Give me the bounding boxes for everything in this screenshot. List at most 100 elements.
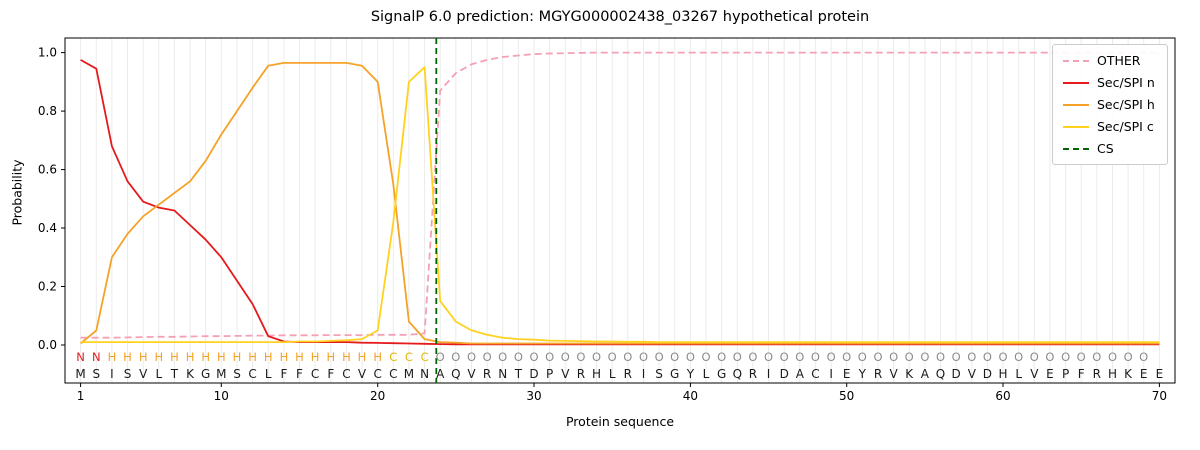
- y-tick-label: 0.2: [38, 280, 57, 294]
- residue-letter: R: [624, 367, 632, 381]
- region-label: H: [295, 350, 304, 364]
- residue-letter: V: [467, 367, 476, 381]
- residue-letter: Q: [936, 367, 945, 381]
- residue-letter: E: [1046, 367, 1054, 381]
- region-label: O: [858, 350, 867, 364]
- x-tick-label: 1: [77, 389, 85, 403]
- region-label: O: [1030, 350, 1039, 364]
- region-label: O: [592, 350, 601, 364]
- region-label: H: [186, 350, 195, 364]
- series-sec-spi-c: [80, 66, 1160, 344]
- region-label: O: [608, 350, 617, 364]
- region-label: N: [76, 350, 85, 364]
- region-label: H: [358, 350, 367, 364]
- region-label: H: [108, 350, 117, 364]
- legend: OTHER Sec/SPI n Sec/SPI h Sec/SPI c CS: [1052, 44, 1168, 165]
- region-label: O: [1108, 350, 1117, 364]
- region-label: O: [733, 350, 742, 364]
- region-label: H: [264, 350, 273, 364]
- legend-item-sec-spi-h: Sec/SPI h: [1063, 97, 1157, 112]
- y-tick-label: 0.8: [38, 104, 57, 118]
- region-label: O: [561, 350, 570, 364]
- region-label: H: [233, 350, 242, 364]
- residue-letter: Y: [686, 367, 695, 381]
- residue-letter: F: [280, 367, 287, 381]
- axis-ticks: 0.0 0.2 0.4 0.6 0.8 1.0 1 10 20 30 40 50 60 70: [38, 46, 1167, 403]
- x-tick-label: 50: [839, 389, 854, 403]
- region-label: O: [686, 350, 695, 364]
- residue-letter: V: [139, 367, 148, 381]
- residue-letter: M: [216, 367, 226, 381]
- region-label: N: [92, 350, 101, 364]
- residue-letter: V: [1030, 367, 1039, 381]
- region-label: O: [998, 350, 1007, 364]
- legend-label: OTHER: [1097, 53, 1141, 68]
- region-label: H: [373, 350, 382, 364]
- residue-letter: Y: [858, 367, 867, 381]
- residue-letter: N: [420, 367, 429, 381]
- residue-letter: S: [124, 367, 132, 381]
- residue-letter: F: [1078, 367, 1085, 381]
- x-tick-label: 10: [214, 389, 229, 403]
- region-label: O: [1092, 350, 1101, 364]
- region-label: O: [936, 350, 945, 364]
- residue-letter: E: [1140, 367, 1148, 381]
- region-label: O: [1124, 350, 1133, 364]
- chart-title: SignalP 6.0 prediction: MGYG000002438_03…: [370, 9, 870, 25]
- residue-letter: H: [592, 367, 601, 381]
- residue-letter: R: [874, 367, 882, 381]
- region-label: O: [873, 350, 882, 364]
- region-label: O: [717, 350, 726, 364]
- residue-letter: A: [921, 367, 930, 381]
- region-label: O: [483, 350, 492, 364]
- region-label: C: [389, 350, 397, 364]
- region-label: O: [545, 350, 554, 364]
- region-label: O: [498, 350, 507, 364]
- region-label: O: [670, 350, 679, 364]
- residue-letter: T: [170, 367, 179, 381]
- region-label: O: [451, 350, 460, 364]
- residue-letter: L: [1015, 367, 1022, 381]
- x-tick-label: 60: [995, 389, 1010, 403]
- residue-letter: D: [951, 367, 960, 381]
- legend-item-sec-spi-c: Sec/SPI c: [1063, 119, 1157, 134]
- region-label: O: [623, 350, 632, 364]
- residue-letter: F: [327, 367, 334, 381]
- residue-letter: R: [749, 367, 757, 381]
- residue-letter: S: [233, 367, 241, 381]
- region-label: H: [217, 350, 226, 364]
- residue-letter: E: [843, 367, 851, 381]
- residue-letter: G: [670, 367, 679, 381]
- region-label: O: [1014, 350, 1023, 364]
- residue-letter: I: [829, 367, 833, 381]
- residue-letter: V: [561, 367, 570, 381]
- region-label: O: [576, 350, 585, 364]
- residue-letter: F: [296, 367, 303, 381]
- region-label: O: [889, 350, 898, 364]
- region-label: O: [514, 350, 523, 364]
- legend-line-sample: [1063, 147, 1089, 150]
- region-label: O: [967, 350, 976, 364]
- region-label: O: [1077, 350, 1086, 364]
- residue-letter: C: [374, 367, 382, 381]
- residue-letter: M: [404, 367, 414, 381]
- region-label: H: [342, 350, 351, 364]
- region-label: O: [436, 350, 445, 364]
- legend-label: CS: [1097, 141, 1114, 156]
- region-label: H: [326, 350, 335, 364]
- region-label: O: [701, 350, 710, 364]
- region-label: O: [1045, 350, 1054, 364]
- residue-letter: V: [889, 367, 898, 381]
- residue-letter: L: [609, 367, 616, 381]
- region-label: H: [123, 350, 132, 364]
- residue-letter: A: [436, 367, 445, 381]
- region-label: O: [920, 350, 929, 364]
- x-tick-label: 20: [370, 389, 385, 403]
- plot-border: [64, 37, 1176, 384]
- residue-letter: Q: [451, 367, 460, 381]
- legend-line-sample: [1063, 81, 1089, 84]
- region-label: O: [811, 350, 820, 364]
- residue-letter: C: [311, 367, 319, 381]
- residue-letter: P: [1062, 367, 1069, 381]
